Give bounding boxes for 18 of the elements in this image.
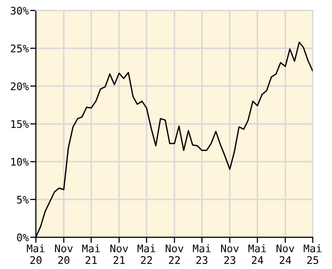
x-tick-label: Mai 20	[26, 244, 45, 264]
x-tick-label: Mai 23	[192, 244, 211, 264]
y-tick-label: 25%	[10, 44, 29, 52]
x-tick-label: Mai 21	[82, 244, 100, 264]
x-tick-label: Nov 24	[276, 244, 294, 264]
y-tick-label: 15%	[11, 120, 29, 128]
y-tick-label: 5%	[17, 196, 29, 204]
x-tick-label: Nov 21	[110, 244, 128, 264]
x-tick-label: Nov 22	[166, 244, 184, 264]
x-tick-label: Nov 20	[55, 244, 73, 264]
x-tick-label: Nov 23	[221, 244, 239, 264]
y-tick-label: 20%	[10, 82, 29, 90]
y-tick-label: 10%	[11, 158, 29, 166]
x-tick-label: Mai 22	[138, 244, 156, 264]
x-tick-label: Mai 24	[248, 244, 266, 264]
y-tick-label: 0%	[17, 234, 29, 242]
y-tick-label: 30%	[10, 6, 29, 15]
x-tick-label: Mai 25	[304, 244, 322, 264]
